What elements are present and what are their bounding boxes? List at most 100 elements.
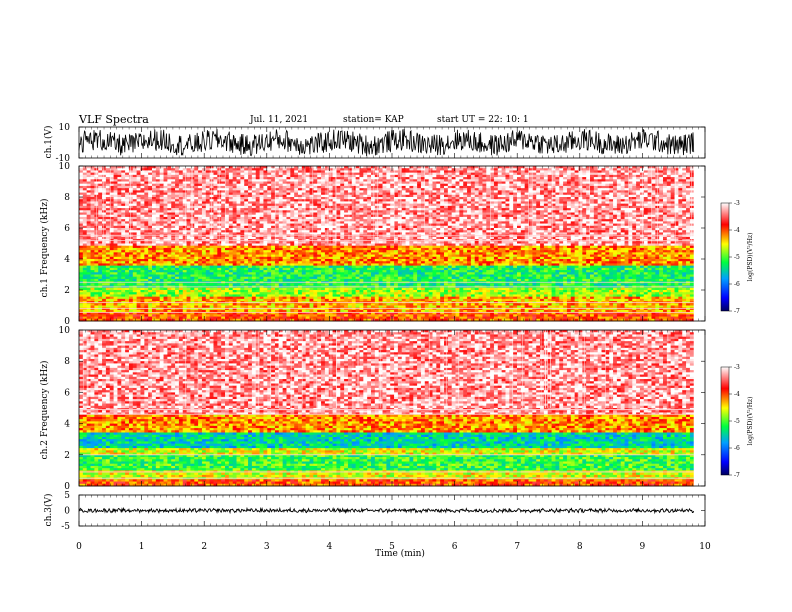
spectrogram-cell xyxy=(467,177,472,180)
spectrogram-cell xyxy=(586,179,591,182)
spectrogram-cell xyxy=(90,205,95,209)
spectrogram-cell xyxy=(121,232,126,236)
spectrogram-cell xyxy=(666,223,672,227)
spectrogram-cell xyxy=(597,179,602,182)
spectrogram-cell xyxy=(559,179,564,182)
spectrogram-cell xyxy=(493,230,499,233)
spectrogram-cell xyxy=(386,185,391,189)
spectrogram-cell xyxy=(616,190,622,193)
spectrogram-cell xyxy=(128,201,134,205)
spectrogram-cell xyxy=(367,221,372,224)
spectrogram-cell xyxy=(201,232,207,236)
spectrogram-cell xyxy=(278,177,284,180)
spectrogram-cell xyxy=(413,201,418,205)
spectrogram-cell xyxy=(574,188,579,191)
spectrogram-cell xyxy=(559,208,564,211)
spectrogram-cell xyxy=(244,199,249,202)
spectrogram-cell xyxy=(609,192,614,196)
spectrogram-cell xyxy=(367,199,372,202)
spectrogram-cell xyxy=(405,177,410,180)
spectrogram-cell xyxy=(263,188,268,191)
spectrogram-cell xyxy=(248,216,253,220)
spectrogram-cell xyxy=(340,192,345,196)
spectrogram-cell xyxy=(470,197,476,200)
spectrogram-cell xyxy=(286,201,291,205)
spectrogram-cell xyxy=(624,197,629,200)
spectrogram-cell xyxy=(267,201,272,205)
spectrogram-cell xyxy=(593,210,599,213)
spectrogram-cell xyxy=(305,216,310,220)
spectrogram-cell xyxy=(424,225,430,229)
spectrogram-cell xyxy=(570,179,576,182)
spectrogram-cell xyxy=(201,223,207,227)
spectrogram-cell xyxy=(328,174,333,178)
spectrogram-cell xyxy=(309,181,314,185)
spectrogram-cell xyxy=(121,214,126,218)
spectrogram-cell xyxy=(259,203,264,207)
spectrogram-cell xyxy=(109,197,114,200)
spectrogram-cell xyxy=(605,190,610,193)
spectrogram-cell xyxy=(570,185,576,189)
spectrogram-cell xyxy=(128,190,134,193)
spectrogram-cell xyxy=(121,197,126,200)
spectrogram-cell xyxy=(501,185,506,189)
spectrogram-cell xyxy=(251,203,257,207)
spectrogram-cell xyxy=(543,174,549,178)
spectrogram-cell xyxy=(597,219,602,222)
spectrogram-cell xyxy=(109,203,114,207)
spectrogram-cell xyxy=(686,221,691,224)
spectrogram-cell xyxy=(628,190,633,193)
spectrogram-cell xyxy=(474,190,479,193)
spectrogram-cell xyxy=(559,168,564,171)
spectrogram-cell xyxy=(255,230,260,233)
spectrogram-cell xyxy=(570,230,576,233)
spectrogram-cell xyxy=(609,174,614,178)
spectrogram-cell xyxy=(482,185,487,189)
spectrogram-cell xyxy=(140,208,145,211)
spectrogram-cell xyxy=(505,221,510,224)
spectrogram-cell xyxy=(90,221,95,224)
spectrogram-cell xyxy=(586,219,591,222)
spectrogram-cell xyxy=(409,199,414,202)
spectrogram-cell xyxy=(175,190,180,193)
spectrogram-cell xyxy=(79,203,84,207)
spectrogram-cell xyxy=(367,208,372,211)
spectrogram-cell xyxy=(551,230,556,233)
spectrogram-cell xyxy=(213,188,218,191)
spectrogram-cell xyxy=(186,221,191,224)
spectrogram-cell xyxy=(278,205,284,209)
spectrogram-cell xyxy=(347,179,353,182)
spectrogram-cell xyxy=(248,205,253,209)
spectrogram-cell xyxy=(274,166,280,169)
spectrogram-cell xyxy=(636,201,641,205)
spectrogram-cell xyxy=(555,201,560,205)
spectrogram-cell xyxy=(140,203,145,207)
spectrogram-cell xyxy=(593,214,599,218)
spectrogram-cell xyxy=(490,210,495,213)
spectrogram-cell xyxy=(605,197,610,200)
spectrogram-cell xyxy=(148,199,153,202)
spectrogram-cell xyxy=(509,210,514,213)
spectrogram-cell xyxy=(351,170,357,174)
spectrogram-cell xyxy=(228,197,234,200)
spectrogram-cell xyxy=(236,185,241,189)
y-tick-label: -10 xyxy=(56,154,71,164)
spectrogram-cell xyxy=(221,181,226,185)
spectrogram-cell xyxy=(482,197,487,200)
spectrogram-cell xyxy=(155,223,161,227)
spectrogram-cell xyxy=(528,179,533,182)
spectrogram-cell xyxy=(563,230,568,233)
spectrogram-cell xyxy=(382,192,387,196)
spectrogram-cell xyxy=(409,179,414,182)
spectrogram-cell xyxy=(117,174,122,178)
spectrogram-cell xyxy=(451,185,456,189)
spectrogram-cell xyxy=(620,172,625,176)
spectrogram-cell xyxy=(167,216,172,220)
spectrogram-cell xyxy=(167,208,172,211)
spectrogram-cell xyxy=(620,181,625,185)
spectrogram-cell xyxy=(417,212,422,216)
spectrogram-cell xyxy=(317,168,322,171)
spectrogram-cell xyxy=(263,166,268,169)
spectrogram-cell xyxy=(543,179,549,182)
spectrogram-cell xyxy=(528,166,533,169)
